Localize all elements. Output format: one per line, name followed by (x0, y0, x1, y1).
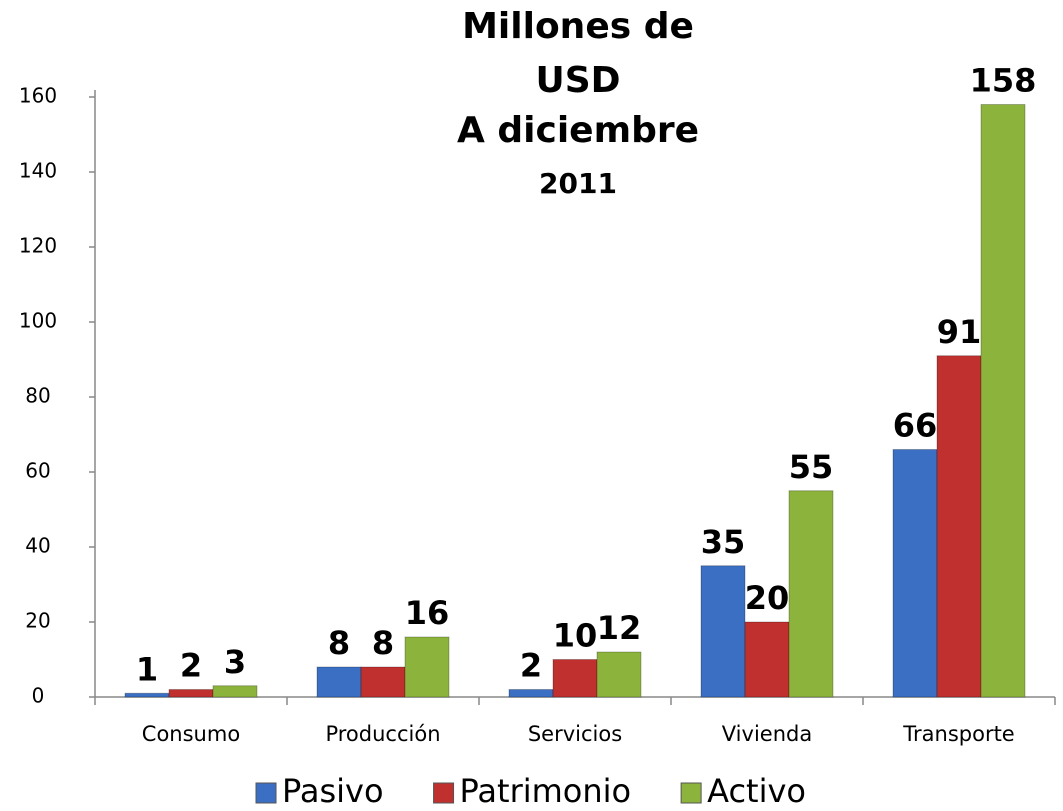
y-tick-label: 100 (19, 309, 57, 333)
value-label: 16 (405, 594, 450, 632)
y-tick-label: 0 (32, 684, 45, 708)
bar (508, 689, 554, 698)
legend-swatch (255, 782, 277, 804)
y-tick-label: 160 (19, 84, 57, 108)
value-label: 8 (372, 624, 394, 662)
legend-label: Patrimonio (460, 772, 632, 810)
legend-label: Activo (707, 772, 806, 810)
bar (124, 692, 170, 698)
bar (980, 104, 1026, 698)
value-label: 2 (520, 647, 542, 685)
value-label: 66 (893, 407, 938, 445)
legend-swatch (433, 782, 455, 804)
chart-title: A diciembre (457, 110, 699, 151)
y-tick-label: 80 (25, 384, 50, 408)
value-label: 10 (553, 617, 598, 655)
y-tick-label: 20 (25, 609, 50, 633)
bar (404, 636, 450, 698)
value-label: 2 (180, 647, 202, 685)
bar (744, 621, 790, 698)
chart-subtitle: 2011 (539, 167, 617, 200)
value-label: 1 (136, 650, 158, 688)
value-label: 55 (789, 448, 834, 486)
x-tick-label: Vivienda (722, 722, 812, 746)
legend-swatch (680, 782, 702, 804)
bar (936, 355, 982, 698)
y-tick-label: 140 (19, 159, 57, 183)
x-tick-label: Transporte (902, 722, 1014, 746)
bar (316, 666, 362, 698)
bar (788, 490, 834, 698)
bar (552, 659, 598, 698)
bar (892, 449, 938, 698)
chart-title: Millones de (462, 6, 694, 47)
bar (700, 565, 746, 698)
y-tick-label: 40 (25, 534, 50, 558)
value-label: 158 (970, 62, 1037, 100)
x-tick-label: Producción (325, 722, 440, 746)
chart-title: USD (535, 60, 620, 101)
legend-label: Pasivo (282, 772, 384, 810)
value-label: 12 (597, 609, 642, 647)
y-tick-label: 120 (19, 234, 57, 258)
value-label: 3 (224, 643, 246, 681)
y-tick-label: 60 (25, 459, 50, 483)
value-label: 8 (328, 624, 350, 662)
x-tick-label: Consumo (142, 722, 240, 746)
bar (596, 651, 642, 698)
value-label: 20 (745, 579, 790, 617)
bar (360, 666, 406, 698)
x-tick-label: Servicios (528, 722, 622, 746)
value-label: 35 (701, 523, 746, 561)
bar (168, 689, 214, 698)
value-label: 91 (937, 313, 982, 351)
bar (212, 685, 258, 698)
